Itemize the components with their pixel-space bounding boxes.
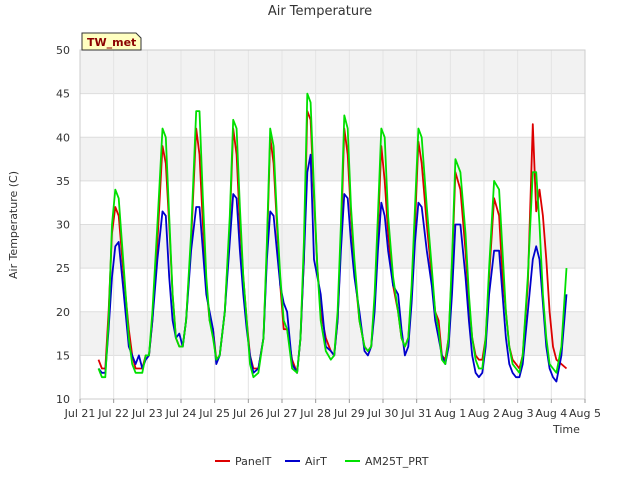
station-badge-box — [81, 32, 142, 51]
x-tick-label: Jul 27 — [266, 407, 298, 420]
x-tick-label: Jul 25 — [198, 407, 230, 420]
y-axis-label: Air Temperature (C) — [7, 171, 20, 279]
grid-band — [80, 50, 585, 94]
station-badge-text: TW_met — [87, 36, 136, 49]
station-badge: TW_met — [81, 32, 142, 51]
y-tick-label: 45 — [56, 88, 70, 101]
x-axis-label: Time — [552, 423, 580, 436]
x-tick-label: Jul 23 — [131, 407, 163, 420]
plot-frame — [79, 49, 586, 400]
x-tick-label: Aug 4 — [535, 407, 567, 420]
x-tick-label: Jul 31 — [400, 407, 432, 420]
grid-band — [80, 137, 585, 181]
x-tick-labels: Jul 21 Jul 22 Jul 23 Jul 24 Jul 25 Jul 26 Jul … — [64, 399, 601, 420]
x-tick-label: Aug 3 — [502, 407, 534, 420]
y-tick-label: 10 — [56, 393, 70, 406]
x-tick-label: Jul 30 — [367, 407, 399, 420]
series-lines — [97, 92, 568, 383]
x-tick-label: Jul 29 — [333, 407, 365, 420]
x-tick-label: Jul 21 — [64, 407, 96, 420]
x-tick-label: Jul 22 — [97, 407, 129, 420]
y-tick-label: 15 — [56, 349, 70, 362]
x-tick-label: Aug 1 — [434, 407, 466, 420]
y-tick-label: 35 — [56, 175, 70, 188]
legend-label: AM25T_PRT — [365, 455, 429, 468]
legend: PanelT AirT AM25T_PRT — [215, 455, 429, 468]
y-tick-label: 20 — [56, 306, 70, 319]
x-tick-label: Jul 28 — [299, 407, 331, 420]
y-tick-labels: 10 15 20 25 30 35 40 45 50 — [56, 44, 70, 406]
y-tick-label: 50 — [56, 44, 70, 57]
chart-title: Air Temperature — [268, 4, 372, 19]
grid-lines — [79, 49, 586, 400]
x-tick-label: Jul 26 — [232, 407, 264, 420]
y-tick-label: 25 — [56, 262, 70, 275]
y-tick-label: 30 — [56, 219, 70, 232]
x-tick-label: Aug 5 — [569, 407, 601, 420]
series-line-am25t-prt — [97, 92, 568, 379]
y-tick-label: 40 — [56, 131, 70, 144]
grid-bands — [80, 50, 585, 356]
legend-label: PanelT — [235, 455, 272, 468]
grid-band — [80, 311, 585, 356]
x-tick-label: Aug 2 — [468, 407, 500, 420]
legend-label: AirT — [305, 455, 327, 468]
x-tick-label: Jul 24 — [165, 407, 197, 420]
